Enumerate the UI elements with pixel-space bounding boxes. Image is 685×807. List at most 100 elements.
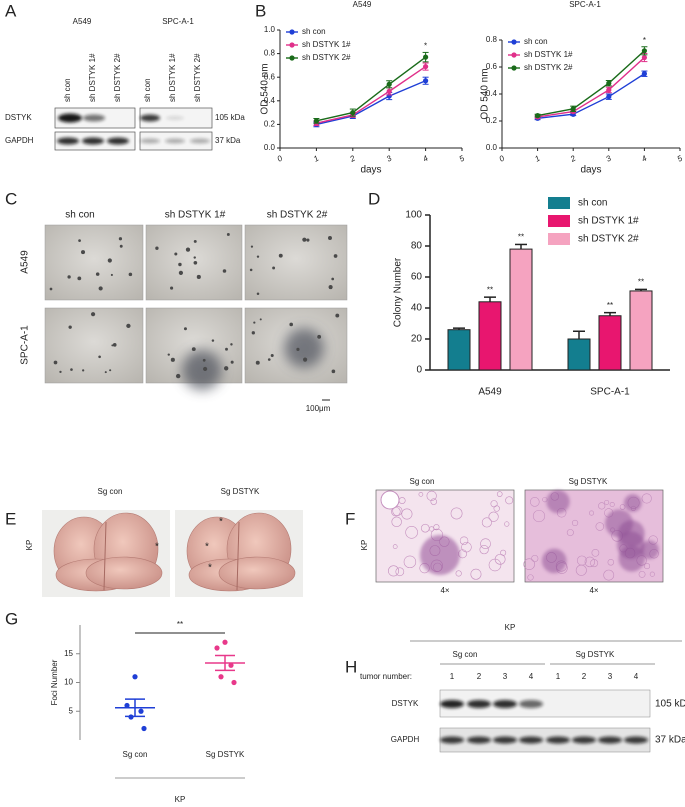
colony (327, 236, 332, 240)
colony-photo (44, 224, 144, 301)
band (440, 700, 464, 708)
legend-label: sh DSTYK 2# (302, 53, 351, 62)
colony (98, 355, 101, 359)
y-tick-label: 20 (411, 334, 423, 345)
colony (317, 334, 322, 339)
alveolus (420, 523, 430, 533)
tumor-number: 2 (477, 672, 482, 681)
bar (478, 301, 502, 371)
bar (629, 290, 653, 371)
scale-label: 100μm (306, 404, 331, 413)
y-tick-label: 80 (411, 241, 423, 252)
colony (211, 339, 215, 342)
lane-label: tumor number: (360, 672, 412, 681)
alveolus (589, 510, 595, 516)
colony (109, 369, 112, 372)
x-axis-label: KP (175, 795, 186, 804)
lung-fissure (103, 521, 107, 591)
legend-marker (511, 39, 517, 45)
alveolus (450, 507, 463, 520)
colony (259, 318, 262, 321)
colony (167, 353, 170, 356)
tumor-number: 3 (608, 672, 613, 681)
colony (110, 273, 113, 277)
colony (222, 269, 227, 273)
x-tick-label: 5 (458, 153, 467, 163)
column-label: sh DSTYK 2# (267, 210, 328, 221)
colony (226, 233, 230, 236)
alveolus (643, 563, 651, 570)
annotation: ** (638, 278, 644, 287)
bar (598, 315, 622, 371)
colony (98, 286, 103, 291)
series-line (537, 50, 645, 117)
lane-label: sh con (63, 78, 72, 102)
tumor-focus (640, 540, 659, 560)
band (165, 138, 185, 144)
alveolus (604, 499, 610, 505)
alveolus (531, 554, 539, 563)
cell-line-label: SPC-A-1 (162, 17, 194, 26)
point (231, 679, 237, 686)
panel-label: B (255, 1, 266, 20)
tumor-focus (546, 490, 570, 514)
y-tick-label: 0.6 (486, 62, 498, 71)
colony (193, 239, 197, 243)
size-label: 37 kDa (215, 136, 241, 145)
panel-label: D (368, 189, 380, 208)
point (141, 725, 147, 732)
legend-label: sh con (302, 27, 326, 36)
size-label: 37 kDa (655, 735, 685, 746)
marker (350, 110, 356, 116)
x-tick-label: 0 (276, 153, 285, 163)
chart-title: SPC-A-1 (569, 0, 601, 9)
alveolus (481, 517, 492, 528)
magnification-label: 4× (440, 586, 449, 595)
cell-line-label: A549 (73, 17, 92, 26)
bar (509, 248, 533, 371)
row-label: KP (25, 540, 34, 551)
alveolus (480, 538, 491, 549)
y-tick-label: 15 (64, 649, 73, 658)
colony (185, 247, 191, 252)
alveolus (584, 556, 596, 568)
alveolus (488, 511, 499, 522)
x-tick-label: 5 (676, 153, 685, 163)
y-tick-label: 0 (416, 365, 422, 376)
airway (380, 490, 400, 510)
annotation: * (424, 42, 427, 51)
significance-label: ** (177, 620, 183, 629)
alveolus (504, 521, 510, 527)
tumor-number: 3 (503, 672, 508, 681)
colony (112, 343, 117, 347)
point (222, 639, 228, 645)
alveolus (566, 529, 574, 537)
band (166, 116, 184, 120)
colony (278, 253, 283, 258)
chart-title: A549 (353, 0, 372, 9)
band (58, 113, 82, 123)
size-label: 105 kDa (215, 113, 245, 122)
x-tick-label: 2 (348, 153, 358, 164)
tumor-marker: * (205, 542, 209, 553)
colony (174, 252, 178, 256)
tumor-number: 1 (556, 672, 561, 681)
bar (447, 329, 471, 371)
column-label: sh con (65, 210, 94, 221)
band (83, 114, 105, 122)
y-tick-label: 0.8 (264, 49, 276, 58)
series-line (537, 57, 645, 118)
alveolus (649, 571, 655, 577)
colony (193, 256, 196, 259)
alveolus (405, 526, 418, 539)
series-line (316, 80, 426, 126)
legend-swatch (548, 233, 570, 245)
alveolus (426, 490, 437, 501)
colony (230, 360, 234, 364)
panel-label: C (5, 189, 17, 208)
marker (423, 78, 429, 84)
alveolus (523, 558, 535, 570)
colony (249, 268, 253, 272)
colony (77, 276, 82, 281)
alveolus (459, 536, 469, 545)
